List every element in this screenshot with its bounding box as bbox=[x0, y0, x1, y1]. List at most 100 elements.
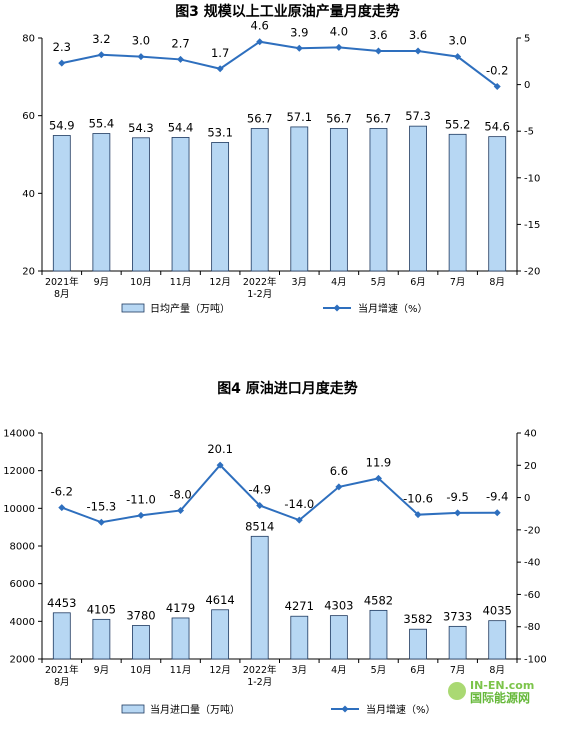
chart2-bar-data-label: 4179 bbox=[166, 601, 195, 615]
chart1-bar-data-label: 57.1 bbox=[286, 110, 312, 124]
chart2-legend-line-marker bbox=[341, 705, 349, 713]
chart2-legend-line-label: 当月增速（%） bbox=[366, 703, 436, 716]
chart2-y-left-tick-label: 14000 bbox=[3, 429, 35, 440]
chart2-bar-data-label: 3733 bbox=[443, 609, 472, 623]
chart1-line-point bbox=[137, 53, 145, 61]
chart2-bar bbox=[52, 612, 71, 660]
chart2-y-right-tick-label: 20 bbox=[524, 461, 537, 472]
chart2-bar bbox=[92, 618, 111, 660]
chart1-x-tick-label: 8月 bbox=[54, 289, 70, 300]
chart2-bar-data-label: 4303 bbox=[324, 599, 353, 613]
chart2-bar bbox=[132, 625, 150, 660]
chart2-line-data-label: -4.9 bbox=[248, 482, 270, 496]
chart1-bar bbox=[132, 137, 150, 272]
chart1-x-tick-label: 11月 bbox=[170, 277, 192, 288]
chart1-line-point bbox=[493, 82, 501, 90]
chart2-line-point bbox=[454, 509, 462, 517]
chart1-line-point bbox=[335, 43, 343, 51]
chart1-legend-bar-label: 日均产量（万吨） bbox=[150, 302, 230, 315]
chart2-line-point bbox=[493, 509, 501, 517]
chart1-bar-data-label: 53.1 bbox=[207, 125, 233, 139]
chart2-legend-bar-label: 当月进口量（万吨） bbox=[150, 703, 240, 716]
chart1-x-tick-label: 8月 bbox=[489, 277, 505, 288]
chart2-x-tick-label: 5月 bbox=[371, 665, 387, 676]
chart2-x-tick-label: 2022年 bbox=[243, 664, 277, 676]
chart2-y-right-tick-label: -60 bbox=[524, 590, 540, 601]
chart1-x-tick-label: 3月 bbox=[292, 277, 308, 288]
chart1-bar-data-label: 56.7 bbox=[326, 111, 352, 125]
chart2-line-point bbox=[414, 511, 422, 519]
chart1-bar bbox=[171, 137, 190, 272]
chart1-x-tick-label: 1-2月 bbox=[247, 289, 272, 300]
chart2-bar-data-label: 4271 bbox=[285, 599, 314, 613]
chart1-y-right-tick-label: 0 bbox=[524, 80, 530, 91]
chart1-bar-data-label: 55.2 bbox=[445, 117, 471, 131]
chart2-x-tick-label: 8月 bbox=[489, 665, 505, 676]
chart2-line-data-label: 6.6 bbox=[330, 464, 348, 478]
chart2-y-left-tick-label: 10000 bbox=[3, 504, 35, 515]
watermark-logo-icon bbox=[448, 682, 466, 700]
chart2-bar-data-label: 4582 bbox=[364, 593, 393, 607]
chart1-bar bbox=[290, 126, 309, 272]
chart1-x-tick-label: 10月 bbox=[130, 277, 152, 288]
chart1-line-data-label: 4.0 bbox=[330, 24, 348, 38]
chart2-title: 图4 原油进口月度走势 bbox=[217, 380, 358, 397]
chart1-line-point bbox=[295, 44, 303, 52]
chart1-bar-data-label: 54.6 bbox=[484, 120, 510, 134]
chart1-bar-data-label: 55.4 bbox=[89, 117, 115, 131]
chart2-y-right-tick-label: 0 bbox=[524, 493, 530, 504]
chart2-x-tick-label: 8月 bbox=[54, 677, 70, 688]
chart2-line-point bbox=[374, 474, 382, 482]
chart2-bar bbox=[171, 617, 190, 660]
chart1-line-point bbox=[374, 47, 382, 55]
chart1-y-right-tick-label: -15 bbox=[524, 220, 540, 231]
chart2-line-point bbox=[295, 516, 303, 524]
chart1-line-data-label: 4.6 bbox=[251, 19, 269, 33]
chart1-x-tick-label: 6月 bbox=[410, 277, 426, 288]
chart1-y-right-tick-label: 5 bbox=[524, 34, 530, 45]
chart2-line-data-label: -6.2 bbox=[51, 485, 73, 499]
chart1-x-tick-label: 5月 bbox=[371, 277, 387, 288]
chart1-y-left-tick-label: 40 bbox=[22, 189, 35, 200]
chart1-line-point bbox=[58, 59, 66, 67]
chart1-legend-line-marker bbox=[333, 304, 341, 312]
chart2-line-series bbox=[61, 463, 498, 524]
chart2-line-point bbox=[58, 504, 66, 512]
chart2-x-tick-label: 7月 bbox=[450, 665, 466, 676]
chart1-y-right-tick-label: -5 bbox=[524, 127, 534, 138]
chart2-x-tick-label: 1-2月 bbox=[247, 677, 272, 688]
chart2-line-point bbox=[335, 483, 343, 491]
chart2-bar bbox=[488, 620, 507, 660]
chart2-x-tick-label: 4月 bbox=[331, 665, 347, 676]
chart2-bar-data-label: 3582 bbox=[403, 612, 432, 626]
chart1-y-left-tick-label: 80 bbox=[22, 34, 35, 45]
chart2-line-data-label: -11.0 bbox=[126, 492, 156, 506]
chart1-x-tick-label: 9月 bbox=[94, 277, 110, 288]
chart2-bar bbox=[211, 609, 230, 660]
chart1-line-point bbox=[454, 53, 462, 61]
chart2-x-tick-label: 11月 bbox=[170, 665, 192, 676]
chart2-y-right-tick-label: -100 bbox=[524, 655, 547, 666]
chart2-bar-data-label: 8514 bbox=[245, 519, 274, 533]
chart2-bar-data-label: 4453 bbox=[47, 596, 76, 610]
chart1-bar-data-label: 54.4 bbox=[168, 120, 194, 134]
chart1-line-data-label: 2.3 bbox=[53, 40, 71, 54]
chart1-bar-data-label: 56.7 bbox=[366, 111, 392, 125]
chart2-legend-bar-swatch bbox=[121, 704, 145, 714]
chart2-x-tick-label: 6月 bbox=[410, 665, 426, 676]
chart2-bar-data-label: 4105 bbox=[87, 602, 116, 616]
chart2-line-data-label: -10.6 bbox=[403, 492, 433, 506]
chart1-bar-data-label: 56.7 bbox=[247, 111, 273, 125]
chart1-x-tick-label: 4月 bbox=[331, 277, 347, 288]
chart2-y-left-tick-label: 4000 bbox=[10, 617, 35, 628]
chart1-line-data-label: 3.6 bbox=[369, 28, 387, 42]
chart1-title: 图3 规模以上工业原油产量月度走势 bbox=[175, 3, 400, 20]
chart1-bar bbox=[369, 128, 388, 272]
chart2-line-data-label: 11.9 bbox=[366, 455, 392, 469]
chart1-line-data-label: 3.0 bbox=[448, 34, 466, 48]
chart2-y-right-tick-label: -80 bbox=[524, 622, 540, 633]
chart2-line-data-label: -9.4 bbox=[486, 490, 508, 504]
chart1-x-tick-label: 12月 bbox=[209, 277, 231, 288]
chart1-bar-data-label: 57.3 bbox=[405, 109, 431, 123]
chart2-line-data-label: -14.0 bbox=[284, 497, 314, 511]
